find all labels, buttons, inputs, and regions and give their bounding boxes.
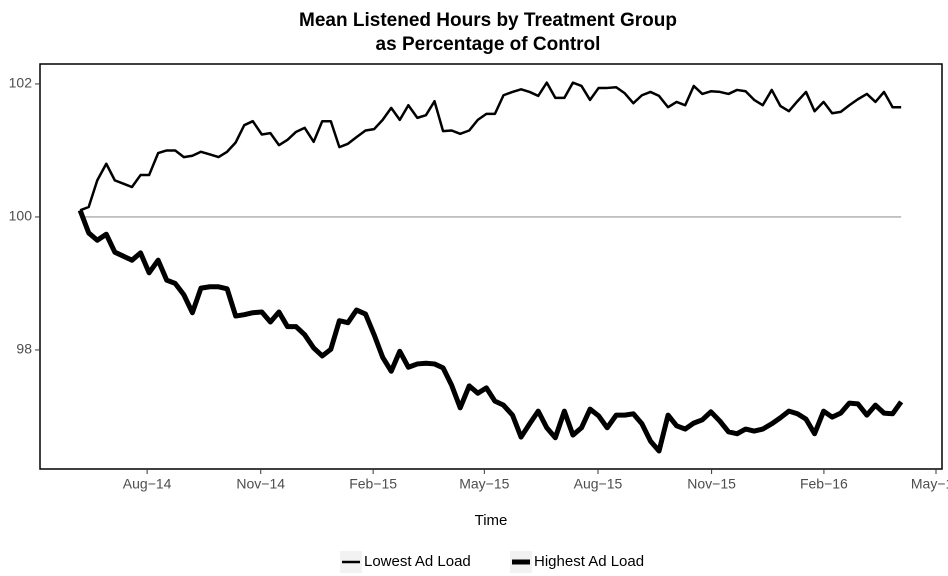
x-tick-label: Nov−15	[687, 476, 736, 492]
panel-border	[39, 63, 943, 470]
chart-title: Mean Listened Hours by Treatment Group	[299, 10, 677, 31]
x-tick-label: May−15	[459, 476, 509, 492]
chart-title: as Percentage of Control	[376, 34, 601, 55]
x-axis-title: Time	[475, 512, 508, 529]
series-line	[79, 81, 902, 212]
x-tick-label: Aug−14	[123, 476, 172, 492]
x-tick-label: Feb−16	[800, 476, 848, 492]
y-tick-label: 98	[16, 341, 32, 357]
y-tick-label: 102	[9, 75, 33, 91]
x-tick-label: Nov−14	[236, 476, 285, 492]
series-line	[77, 209, 904, 454]
x-tick-label: May−16	[911, 476, 948, 492]
legend-label: Lowest Ad Load	[364, 553, 471, 570]
x-tick-label: Feb−15	[349, 476, 397, 492]
legend-label: Highest Ad Load	[534, 553, 644, 570]
y-tick-label: 100	[9, 208, 33, 224]
x-tick-label: Aug−15	[574, 476, 623, 492]
